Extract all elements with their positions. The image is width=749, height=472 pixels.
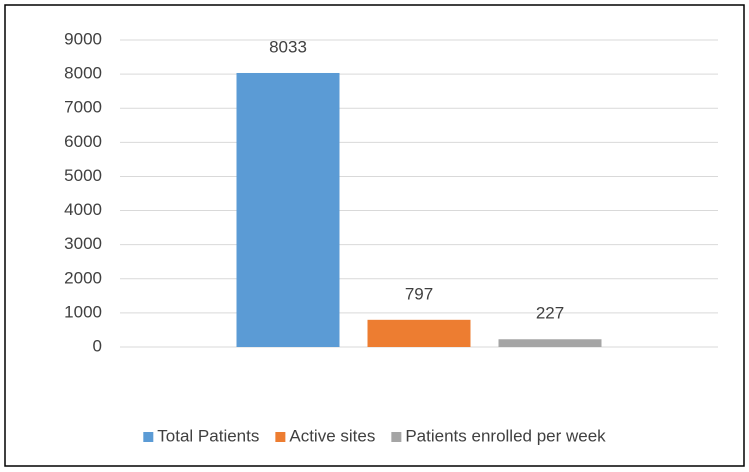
data-label: 797 (405, 284, 433, 303)
bar (367, 319, 471, 347)
y-tick-label: 2000 (64, 268, 102, 287)
legend-label: Active sites (289, 426, 375, 445)
y-tick-label: 9000 (64, 29, 102, 48)
y-tick-label: 5000 (64, 166, 102, 185)
y-tick-label: 6000 (64, 132, 102, 151)
y-tick-label: 4000 (64, 200, 102, 219)
legend-swatch (143, 432, 154, 442)
y-tick-label: 0 (93, 336, 102, 355)
legend-label: Patients enrolled per week (405, 426, 606, 445)
y-tick-label: 7000 (64, 98, 102, 117)
legend-swatch (275, 432, 286, 442)
data-label: 227 (536, 304, 564, 323)
bar (236, 72, 340, 347)
bar (498, 339, 602, 347)
y-tick-label: 8000 (64, 64, 102, 83)
y-tick-label: 3000 (64, 234, 102, 253)
legend-swatch (391, 432, 402, 442)
y-tick-label: 1000 (64, 302, 102, 321)
data-label: 8033 (269, 37, 307, 56)
legend-label: Total Patients (157, 426, 259, 445)
chart-border (4, 4, 745, 467)
